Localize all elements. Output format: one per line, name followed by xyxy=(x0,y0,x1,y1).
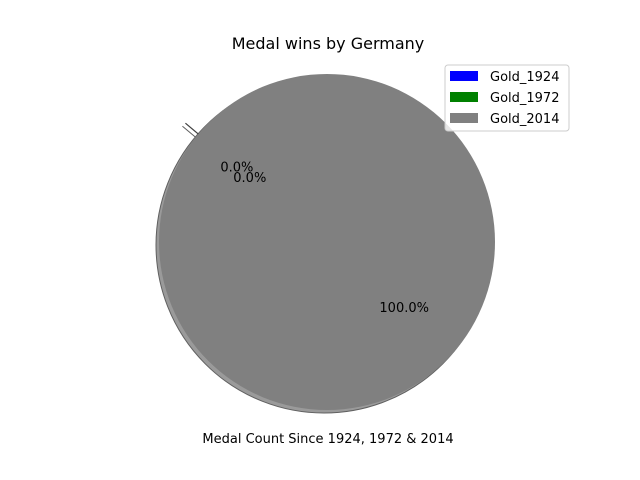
pie-pct-label-gold-1972: 0.0% xyxy=(233,171,266,186)
chart-title: Medal wins by Germany xyxy=(232,34,424,53)
x-axis-label: Medal Count Since 1924, 1972 & 2014 xyxy=(202,432,453,447)
pie-pct-label-gold-2014: 100.0% xyxy=(379,301,429,316)
legend-label-gold-1924: Gold_1924 xyxy=(490,70,559,85)
pie-slice-layer xyxy=(159,74,495,410)
legend-label-gold-1972: Gold_1972 xyxy=(490,91,559,106)
pie-label-layer: 0.0%0.0% 100.0% xyxy=(220,160,429,315)
legend-swatch-gold-2014 xyxy=(450,113,478,123)
pie-slice-gold-2014 xyxy=(159,74,495,410)
legend-swatch-gold-1972 xyxy=(450,92,478,102)
legend-label-gold-2014: Gold_2014 xyxy=(490,112,559,127)
legend-items: Gold_1924 Gold_1972 Gold_2014 xyxy=(450,70,559,127)
pie-pct-label-gold-1924: 0.0% xyxy=(220,160,253,175)
legend-swatch-gold-1924 xyxy=(450,71,478,81)
legend: Gold_1924 Gold_1972 Gold_2014 xyxy=(444,64,570,132)
